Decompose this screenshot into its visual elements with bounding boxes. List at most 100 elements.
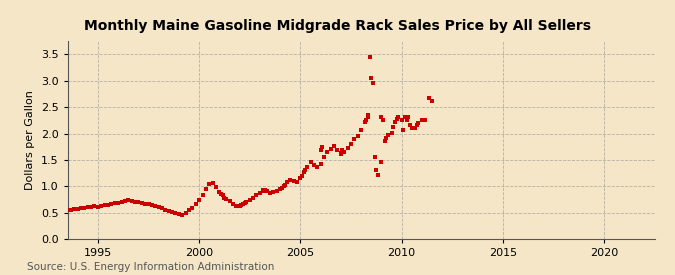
Point <box>76 206 86 210</box>
Point <box>381 136 392 140</box>
Point <box>369 155 380 160</box>
Point <box>194 198 205 202</box>
Point <box>322 149 333 154</box>
Point <box>153 205 164 209</box>
Point <box>204 182 215 186</box>
Point <box>254 191 265 195</box>
Point <box>184 208 194 212</box>
Point <box>396 118 407 122</box>
Point <box>160 207 171 212</box>
Point <box>150 204 161 208</box>
Point <box>337 148 348 152</box>
Point <box>376 160 387 164</box>
Point <box>211 185 221 189</box>
Point <box>55 210 66 214</box>
Point <box>298 170 309 174</box>
Point <box>200 186 211 191</box>
Point <box>371 167 382 172</box>
Point <box>317 145 327 149</box>
Point <box>376 115 387 119</box>
Point <box>364 55 375 59</box>
Point <box>259 188 270 192</box>
Point <box>241 200 252 204</box>
Point <box>251 193 262 198</box>
Point <box>373 173 383 177</box>
Point <box>319 155 329 159</box>
Point <box>106 202 117 206</box>
Point <box>329 144 340 148</box>
Point <box>180 211 191 215</box>
Point <box>362 115 373 119</box>
Point <box>295 176 306 180</box>
Point <box>367 81 378 86</box>
Point <box>62 208 73 212</box>
Point <box>86 204 97 209</box>
Point <box>346 141 356 146</box>
Point <box>413 120 424 125</box>
Point <box>359 120 370 124</box>
Point <box>300 168 310 172</box>
Point <box>315 162 326 166</box>
Point <box>157 206 167 210</box>
Point <box>335 152 346 156</box>
Point <box>411 123 423 127</box>
Point <box>113 201 124 205</box>
Point <box>248 196 259 200</box>
Point <box>278 184 289 188</box>
Point <box>349 137 360 142</box>
Point <box>173 212 184 216</box>
Point <box>423 96 434 100</box>
Point <box>315 148 326 152</box>
Point <box>190 202 201 207</box>
Point <box>214 189 225 194</box>
Text: Source: U.S. Energy Information Administration: Source: U.S. Energy Information Administ… <box>27 262 274 272</box>
Point <box>126 199 137 203</box>
Point <box>170 211 181 215</box>
Point <box>82 205 93 209</box>
Point <box>377 118 388 122</box>
Point <box>238 202 248 207</box>
Point <box>219 195 230 200</box>
Point <box>352 134 363 138</box>
Point <box>234 204 245 208</box>
Point <box>69 207 80 211</box>
Point <box>177 213 188 218</box>
Point <box>116 200 127 204</box>
Point <box>119 199 130 203</box>
Point <box>401 118 412 122</box>
Point <box>92 204 103 209</box>
Point <box>342 146 353 150</box>
Point <box>59 208 70 213</box>
Point <box>420 118 431 122</box>
Point <box>99 203 110 208</box>
Point <box>392 117 402 122</box>
Point <box>103 203 113 207</box>
Point <box>143 202 154 207</box>
Point <box>383 133 394 138</box>
Point <box>302 165 313 170</box>
Point <box>130 200 140 204</box>
Point <box>292 180 302 184</box>
Point <box>308 163 319 167</box>
Point <box>387 125 398 130</box>
Point <box>96 204 107 208</box>
Point <box>279 183 290 188</box>
Point <box>244 197 255 202</box>
Point <box>296 174 307 178</box>
Point <box>288 178 299 183</box>
Point <box>339 149 350 154</box>
Point <box>281 180 292 184</box>
Point <box>163 208 174 213</box>
Point <box>89 204 100 208</box>
Point <box>72 207 83 211</box>
Point <box>398 128 408 133</box>
Point <box>258 188 269 193</box>
Point <box>389 120 400 124</box>
Point <box>207 181 218 185</box>
Point <box>65 207 76 212</box>
Point <box>146 203 157 207</box>
Point <box>167 210 178 214</box>
Point <box>215 192 226 197</box>
Point <box>224 199 235 204</box>
Point <box>261 189 272 193</box>
